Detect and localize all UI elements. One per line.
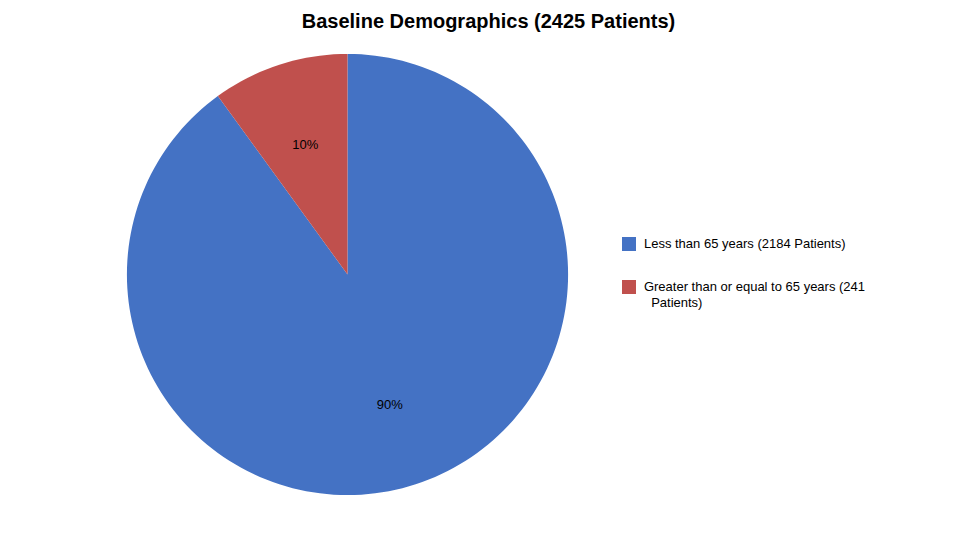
html-text:Baseline Demographics (2425 Pa: Baseline Demographics (2425 Patients) — [301, 10, 676, 32]
html-text:Greater than or equal to 65 ye: Greater than or equal to 65 years (241 P… — [643, 278, 866, 311]
svg-text:10%: 10% — [292, 137, 318, 152]
svg-text:90%: 90% — [377, 397, 403, 412]
html-text:Less than 65 years (2184 Patie: Less than 65 years (2184 Patients) — [643, 235, 846, 251]
